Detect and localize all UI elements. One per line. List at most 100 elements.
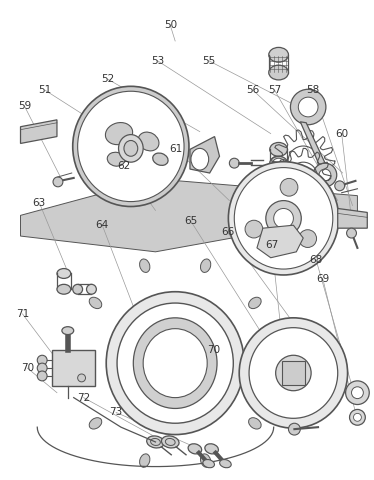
Text: 55: 55 xyxy=(202,56,215,66)
Ellipse shape xyxy=(147,436,164,448)
Ellipse shape xyxy=(249,297,261,309)
Text: 51: 51 xyxy=(39,85,52,95)
Ellipse shape xyxy=(191,148,209,170)
Circle shape xyxy=(245,220,263,238)
Circle shape xyxy=(37,363,47,373)
Ellipse shape xyxy=(165,438,175,445)
Ellipse shape xyxy=(162,436,179,448)
Circle shape xyxy=(298,97,318,117)
Circle shape xyxy=(352,387,364,398)
Circle shape xyxy=(346,381,369,405)
Ellipse shape xyxy=(229,162,339,275)
Ellipse shape xyxy=(270,143,288,156)
Circle shape xyxy=(347,228,356,238)
Ellipse shape xyxy=(57,284,71,294)
Ellipse shape xyxy=(249,418,261,429)
Ellipse shape xyxy=(124,141,138,156)
Circle shape xyxy=(291,89,326,125)
Polygon shape xyxy=(257,225,303,258)
Ellipse shape xyxy=(57,269,71,278)
Ellipse shape xyxy=(151,438,160,445)
Circle shape xyxy=(276,355,311,391)
Ellipse shape xyxy=(143,329,207,397)
Ellipse shape xyxy=(188,444,202,454)
Ellipse shape xyxy=(203,459,214,468)
Text: 72: 72 xyxy=(77,393,90,403)
Ellipse shape xyxy=(239,318,347,428)
Ellipse shape xyxy=(140,454,150,468)
Text: 56: 56 xyxy=(246,85,260,95)
Ellipse shape xyxy=(200,454,211,468)
Polygon shape xyxy=(21,179,358,252)
Text: 68: 68 xyxy=(309,255,323,264)
Circle shape xyxy=(335,181,344,191)
Ellipse shape xyxy=(62,327,74,335)
Polygon shape xyxy=(338,208,367,228)
Ellipse shape xyxy=(73,86,189,206)
Polygon shape xyxy=(190,136,220,173)
Circle shape xyxy=(37,371,47,381)
Bar xyxy=(282,361,305,385)
Text: 50: 50 xyxy=(164,20,177,30)
Circle shape xyxy=(280,179,298,196)
Text: 58: 58 xyxy=(306,85,320,95)
Circle shape xyxy=(319,169,331,181)
Circle shape xyxy=(274,208,293,228)
Text: 70: 70 xyxy=(21,363,34,373)
Circle shape xyxy=(257,372,267,382)
Ellipse shape xyxy=(117,303,233,423)
Circle shape xyxy=(350,409,365,425)
Circle shape xyxy=(229,158,239,168)
Circle shape xyxy=(257,335,267,345)
Text: 62: 62 xyxy=(117,161,131,171)
Ellipse shape xyxy=(269,48,288,62)
Ellipse shape xyxy=(140,259,150,273)
Text: 69: 69 xyxy=(316,275,329,285)
Text: 59: 59 xyxy=(18,101,31,111)
Ellipse shape xyxy=(105,122,133,144)
Circle shape xyxy=(313,163,337,187)
Ellipse shape xyxy=(86,284,96,294)
Circle shape xyxy=(78,374,86,382)
Text: 60: 60 xyxy=(335,129,348,139)
Ellipse shape xyxy=(153,153,168,166)
Ellipse shape xyxy=(205,444,218,454)
Text: 63: 63 xyxy=(33,198,46,207)
Ellipse shape xyxy=(89,418,102,429)
Text: 70: 70 xyxy=(207,345,220,355)
Ellipse shape xyxy=(106,292,244,434)
Text: 64: 64 xyxy=(96,220,109,230)
Circle shape xyxy=(53,177,63,187)
Ellipse shape xyxy=(270,156,288,170)
Ellipse shape xyxy=(73,284,83,294)
Circle shape xyxy=(283,363,303,383)
Ellipse shape xyxy=(234,168,333,269)
Ellipse shape xyxy=(267,358,280,368)
Circle shape xyxy=(313,356,323,366)
Ellipse shape xyxy=(89,297,102,309)
Ellipse shape xyxy=(78,91,184,202)
Ellipse shape xyxy=(220,459,231,468)
Text: 66: 66 xyxy=(221,227,234,237)
Bar xyxy=(52,350,95,386)
Circle shape xyxy=(262,352,272,362)
Text: 67: 67 xyxy=(265,240,278,250)
Text: 61: 61 xyxy=(169,144,183,155)
Polygon shape xyxy=(300,122,328,171)
Ellipse shape xyxy=(138,132,159,151)
Circle shape xyxy=(306,374,316,384)
Polygon shape xyxy=(21,120,57,144)
Ellipse shape xyxy=(119,134,143,162)
Circle shape xyxy=(37,355,47,365)
Text: 53: 53 xyxy=(151,56,164,66)
Ellipse shape xyxy=(200,259,211,273)
Text: 57: 57 xyxy=(268,85,281,95)
Text: 73: 73 xyxy=(110,408,123,418)
Ellipse shape xyxy=(133,318,217,408)
Ellipse shape xyxy=(249,328,338,418)
Text: 65: 65 xyxy=(184,216,197,226)
Circle shape xyxy=(353,413,361,421)
Ellipse shape xyxy=(269,65,288,80)
Ellipse shape xyxy=(273,158,285,168)
Text: 52: 52 xyxy=(102,74,115,84)
